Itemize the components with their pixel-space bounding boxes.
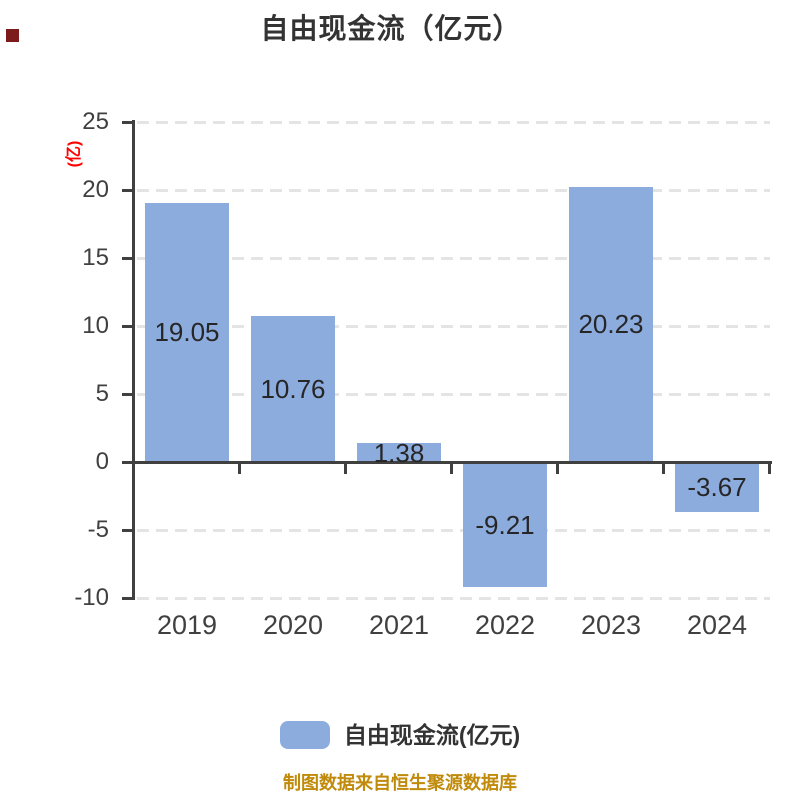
- x-axis-label-2024: 2024: [686, 610, 748, 640]
- y-tick-label-20: 20: [82, 176, 109, 203]
- legend-swatch: [279, 721, 330, 749]
- x-tick-6: [767, 463, 771, 474]
- gridline-10: [137, 324, 770, 328]
- y-axis-line: [131, 120, 135, 600]
- bar-value-2022: -9.21: [475, 509, 535, 540]
- y-tick-20: [121, 188, 132, 192]
- gridline--5: [137, 528, 770, 532]
- y-tick-label--5: -5: [87, 516, 109, 543]
- gridline-5: [137, 392, 770, 396]
- y-tick-label-5: 5: [95, 380, 109, 407]
- bar-2023: [569, 186, 653, 462]
- x-tick-4: [555, 463, 559, 474]
- chart-title: 自由现金流（亿元）: [260, 13, 522, 44]
- x-tick-2: [343, 463, 347, 474]
- bar-value-2019: 19.05: [154, 317, 220, 348]
- y-axis-unit-text: (亿): [66, 140, 83, 168]
- x-axis-label-2022: 2022: [474, 610, 536, 640]
- x-tick-5: [661, 463, 665, 474]
- y-tick-5: [121, 392, 132, 396]
- x-axis-label-2021: 2021: [368, 610, 430, 640]
- y-tick-0: [121, 460, 132, 464]
- y-tick-label-15: 15: [82, 244, 109, 271]
- bar-2021: [357, 443, 441, 462]
- x-axis-label-2023: 2023: [580, 610, 642, 640]
- bar-value-2024: -3.67: [687, 471, 747, 502]
- y-tick-label-10: 10: [82, 312, 109, 339]
- x-axis-label-2020: 2020: [262, 610, 324, 640]
- bar-2020: [251, 315, 335, 462]
- y-tick-25: [121, 120, 132, 124]
- legend-label: 自由现金流(亿元): [343, 722, 521, 748]
- bar-value-2021: 1.38: [373, 437, 425, 468]
- bar-value-2023: 20.23: [578, 309, 644, 340]
- y-tick--10: [121, 596, 132, 600]
- bar-2024: [675, 462, 759, 512]
- data-source-footnote: 制图数据来自恒生聚源数据库: [283, 773, 517, 793]
- y-tick-label--10: -10: [74, 584, 109, 611]
- y-tick-label-25: 25: [82, 108, 109, 135]
- legend: 自由现金流(亿元): [0, 720, 800, 750]
- y-tick-10: [121, 324, 132, 328]
- gridline-25: [137, 120, 770, 124]
- x-axis-line: [131, 460, 772, 464]
- y-tick-15: [121, 256, 132, 260]
- y-tick--5: [121, 528, 132, 532]
- gridline--10: [137, 596, 770, 600]
- x-axis-label-2019: 2019: [156, 610, 218, 640]
- bar-2019: [145, 202, 229, 462]
- y-tick-label-0: 0: [95, 448, 109, 475]
- gridline-20: [137, 188, 770, 192]
- x-tick-3: [449, 463, 453, 474]
- x-tick-1: [237, 463, 241, 474]
- gridline-15: [137, 256, 770, 260]
- red-corner-mark: [6, 29, 19, 42]
- bar-2022: [463, 462, 547, 588]
- bar-value-2020: 10.76: [260, 373, 326, 404]
